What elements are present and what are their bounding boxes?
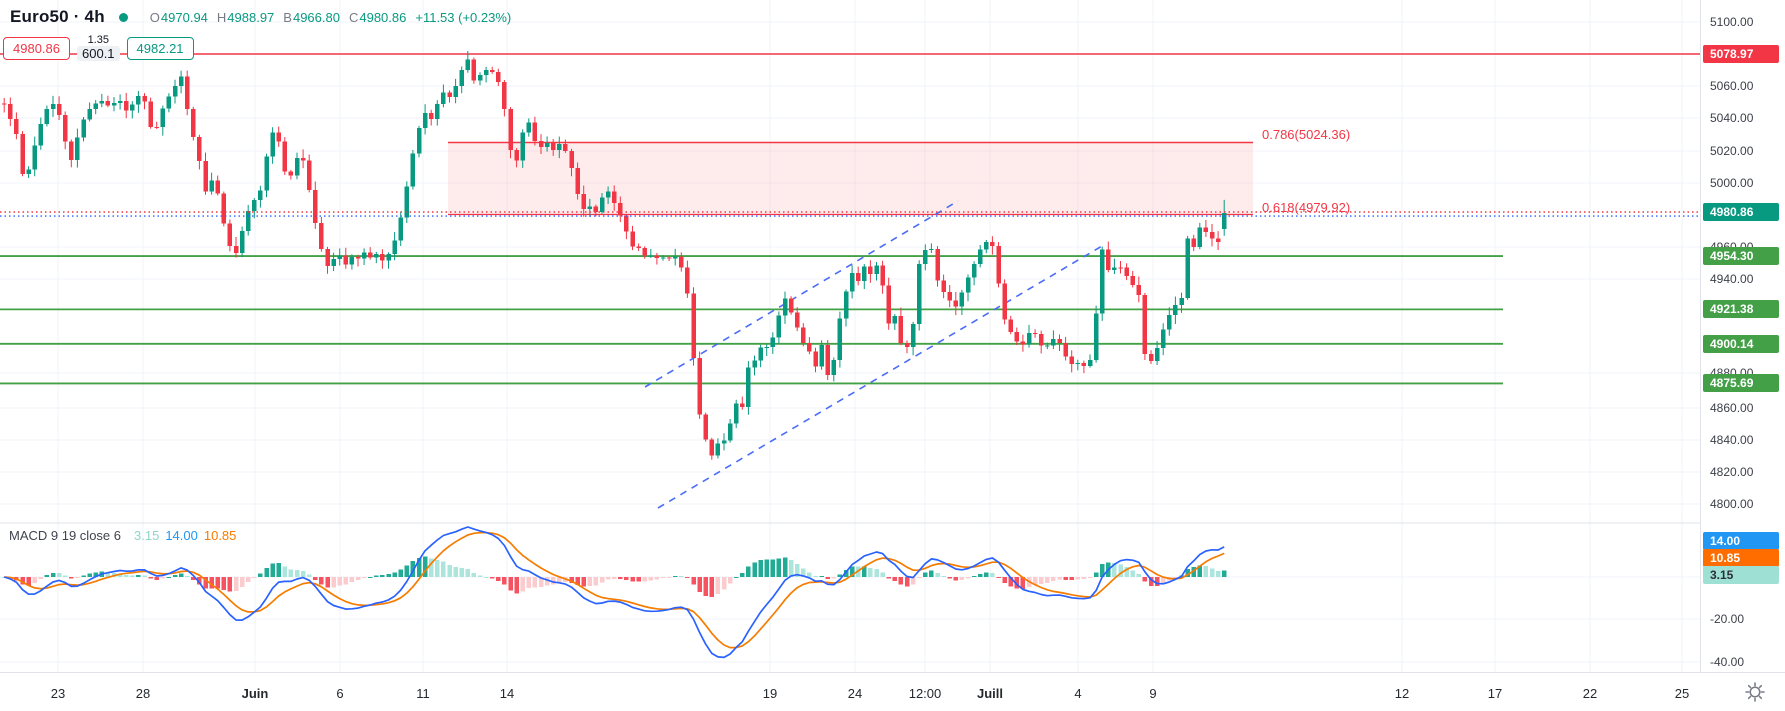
- macd-indicator-legend[interactable]: MACD 9 19 close 6 3.15 14.00 10.85: [9, 528, 236, 543]
- macd-value: 3.15: [134, 528, 160, 543]
- time-axis-tick: 25: [1674, 686, 1690, 701]
- price-axis-label-box[interactable]: 14.00: [1703, 532, 1779, 550]
- macd-current-values: 3.15 14.00 10.85: [128, 528, 236, 543]
- price-axis-tick: -20.00: [1710, 612, 1745, 626]
- price-axis-tick: 4940.00: [1710, 272, 1754, 286]
- market-status-icon[interactable]: [118, 12, 128, 22]
- spread-volume: 1.35 600.1: [77, 34, 120, 61]
- trend-channel-lines[interactable]: [644, 200, 1103, 509]
- price-axis-tick: 5040.00: [1710, 111, 1754, 125]
- macd-lines: [3, 526, 1225, 659]
- price-axis-tick: 4820.00: [1710, 465, 1754, 479]
- price-axis-tick: 5000.00: [1710, 176, 1754, 190]
- fib-level-0786-label[interactable]: 0.786(5024.36): [1262, 126, 1351, 142]
- time-axis-tick: 11: [416, 686, 430, 701]
- price-axis-tick: -40.00: [1710, 655, 1745, 669]
- macd-title[interactable]: MACD 9 19 close 6: [9, 528, 121, 543]
- time-axis-tick: 23: [50, 686, 66, 701]
- ohlc-values: O4970.94 H4988.97 B4966.80 C4980.86 +11.53 (…: [150, 10, 511, 25]
- time-axis-tick: 17: [1487, 686, 1503, 701]
- time-axis-tick: 12:00: [908, 686, 942, 701]
- spread-value: 1.35: [87, 34, 109, 46]
- time-axis-tick: 12: [1394, 686, 1410, 701]
- price-axis-label-box[interactable]: 10.85: [1703, 549, 1779, 567]
- time-axis-tick: 28: [135, 686, 151, 701]
- price-axis-label-box[interactable]: 3.15: [1703, 566, 1779, 584]
- price-axis-label-box[interactable]: 4875.69: [1703, 374, 1779, 393]
- price-axis-tick: 5100.00: [1710, 15, 1754, 29]
- buy-price-button[interactable]: 4982.21: [126, 37, 194, 60]
- symbol-legend: Euro50 · 4h O4970.94 H4988.97 B4966.80 C498…: [10, 7, 511, 27]
- fib-retracement-zone[interactable]: [448, 141, 1253, 216]
- price-axis-tick: 4840.00: [1710, 433, 1754, 447]
- time-axis-tick: Juin: [241, 686, 269, 701]
- sell-price-button[interactable]: 4980.86: [3, 37, 70, 60]
- macd-value: 10.85: [203, 528, 237, 543]
- price-axis-tick: 5020.00: [1710, 144, 1754, 158]
- symbol-title[interactable]: Euro50 · 4h: [10, 7, 105, 26]
- ohlc-item: B4966.80: [283, 9, 340, 25]
- time-axis-tick: 6: [336, 686, 344, 701]
- price-axis-label-box[interactable]: 5078.97: [1703, 45, 1779, 63]
- price-axis-tick: 4800.00: [1710, 497, 1754, 511]
- time-axis-tick: 19: [762, 686, 778, 701]
- ohlc-item: H4988.97: [216, 9, 275, 25]
- price-axis[interactable]: 5100.005060.005040.005020.005000.004960.…: [1700, 0, 1785, 672]
- price-axis-label-box[interactable]: 4900.14: [1703, 334, 1779, 353]
- time-axis-tick: 4: [1074, 686, 1082, 701]
- time-axis-tick: 14: [499, 686, 515, 701]
- price-axis-label-box[interactable]: 4921.38: [1703, 300, 1779, 319]
- ohlc-item: C4980.86: [348, 9, 407, 25]
- change-value: +11.53 (+0.23%): [415, 9, 512, 25]
- price-axis-label-box[interactable]: 4954.30: [1703, 247, 1779, 266]
- price-levels[interactable]: [0, 53, 1700, 385]
- candlesticks[interactable]: [2, 50, 1227, 460]
- volume-value: 600.1: [77, 46, 120, 61]
- price-axis-tick: 5060.00: [1710, 79, 1754, 93]
- macd-value: 14.00: [165, 528, 198, 543]
- ohlc-item: O4970.94: [149, 9, 208, 25]
- settings-gear-icon[interactable]: [1744, 681, 1766, 703]
- time-axis-tick: 9: [1149, 686, 1157, 701]
- time-axis-tick: 22: [1582, 686, 1598, 701]
- price-axis-label-box[interactable]: 4980.86: [1703, 203, 1779, 221]
- time-axis-tick: Juill: [976, 686, 1004, 701]
- fib-level-0618-label[interactable]: 0.618(4979.92): [1262, 199, 1351, 215]
- time-axis[interactable]: 23 28 Juin 6 11 14 19 24 12:00 Juill 4 9 12 17 22 25: [0, 672, 1785, 711]
- price-axis-tick: 4860.00: [1710, 401, 1754, 415]
- time-axis-tick: 24: [847, 686, 863, 701]
- bid-ask-panel: 4980.86 1.35 600.1 4982.21: [3, 34, 194, 61]
